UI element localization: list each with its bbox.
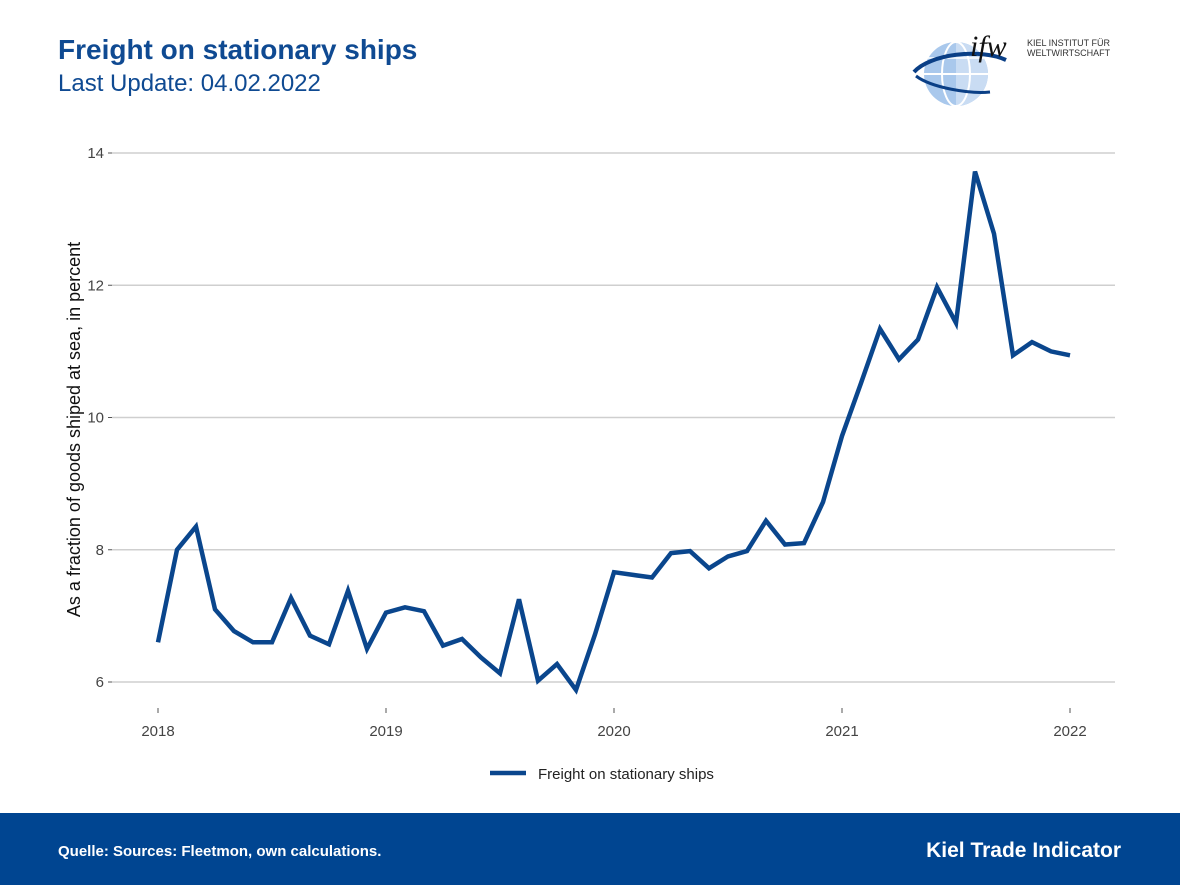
series-lines	[155, 170, 1071, 695]
line-chart: 6 8 10 12 14 2018 2019 2020 2021 2022 As a fract…	[64, 145, 1115, 783]
y-axis-ticks: 6 8 10 12 14	[87, 145, 112, 691]
source-note: Quelle: Sources: Fleetmon, own calculati…	[58, 843, 382, 860]
y-tick-label: 12	[87, 277, 104, 294]
y-tick-label: 10	[87, 410, 104, 427]
y-tick-label: 14	[87, 145, 104, 162]
chart-subtitle: Last Update: 04.02.2022	[58, 70, 321, 97]
y-tick-label: 8	[96, 542, 104, 559]
y-tick-label: 6	[96, 674, 104, 691]
ifw-wordmark: ifw	[970, 30, 1007, 63]
x-axis-ticks: 2018 2019 2020 2021 2022	[141, 708, 1087, 740]
x-tick-label: 2018	[141, 723, 174, 740]
gridlines	[112, 152, 1115, 683]
globe-icon	[912, 41, 1007, 107]
institute-name-line1: KIEL INSTITUT FÜR	[1027, 38, 1111, 48]
chart-title: Freight on stationary ships	[58, 34, 418, 65]
institute-name-line2: WELTWIRTSCHAFT	[1027, 48, 1111, 58]
ifw-logo: ifw KIEL INSTITUT FÜR WELTWIRTSCHAFT	[912, 30, 1111, 107]
legend-label: Freight on stationary ships	[538, 766, 714, 783]
legend: Freight on stationary ships	[490, 766, 714, 783]
x-tick-label: 2020	[597, 723, 630, 740]
y-axis-label: As a fraction of goods shiped at sea, in…	[64, 242, 84, 617]
brand-label: Kiel Trade Indicator	[926, 839, 1121, 862]
x-tick-label: 2021	[825, 723, 858, 740]
x-tick-label: 2022	[1053, 723, 1086, 740]
footer-bar: Quelle: Sources: Fleetmon, own calculati…	[0, 813, 1180, 885]
x-tick-label: 2019	[369, 723, 402, 740]
series-line	[155, 170, 1071, 695]
